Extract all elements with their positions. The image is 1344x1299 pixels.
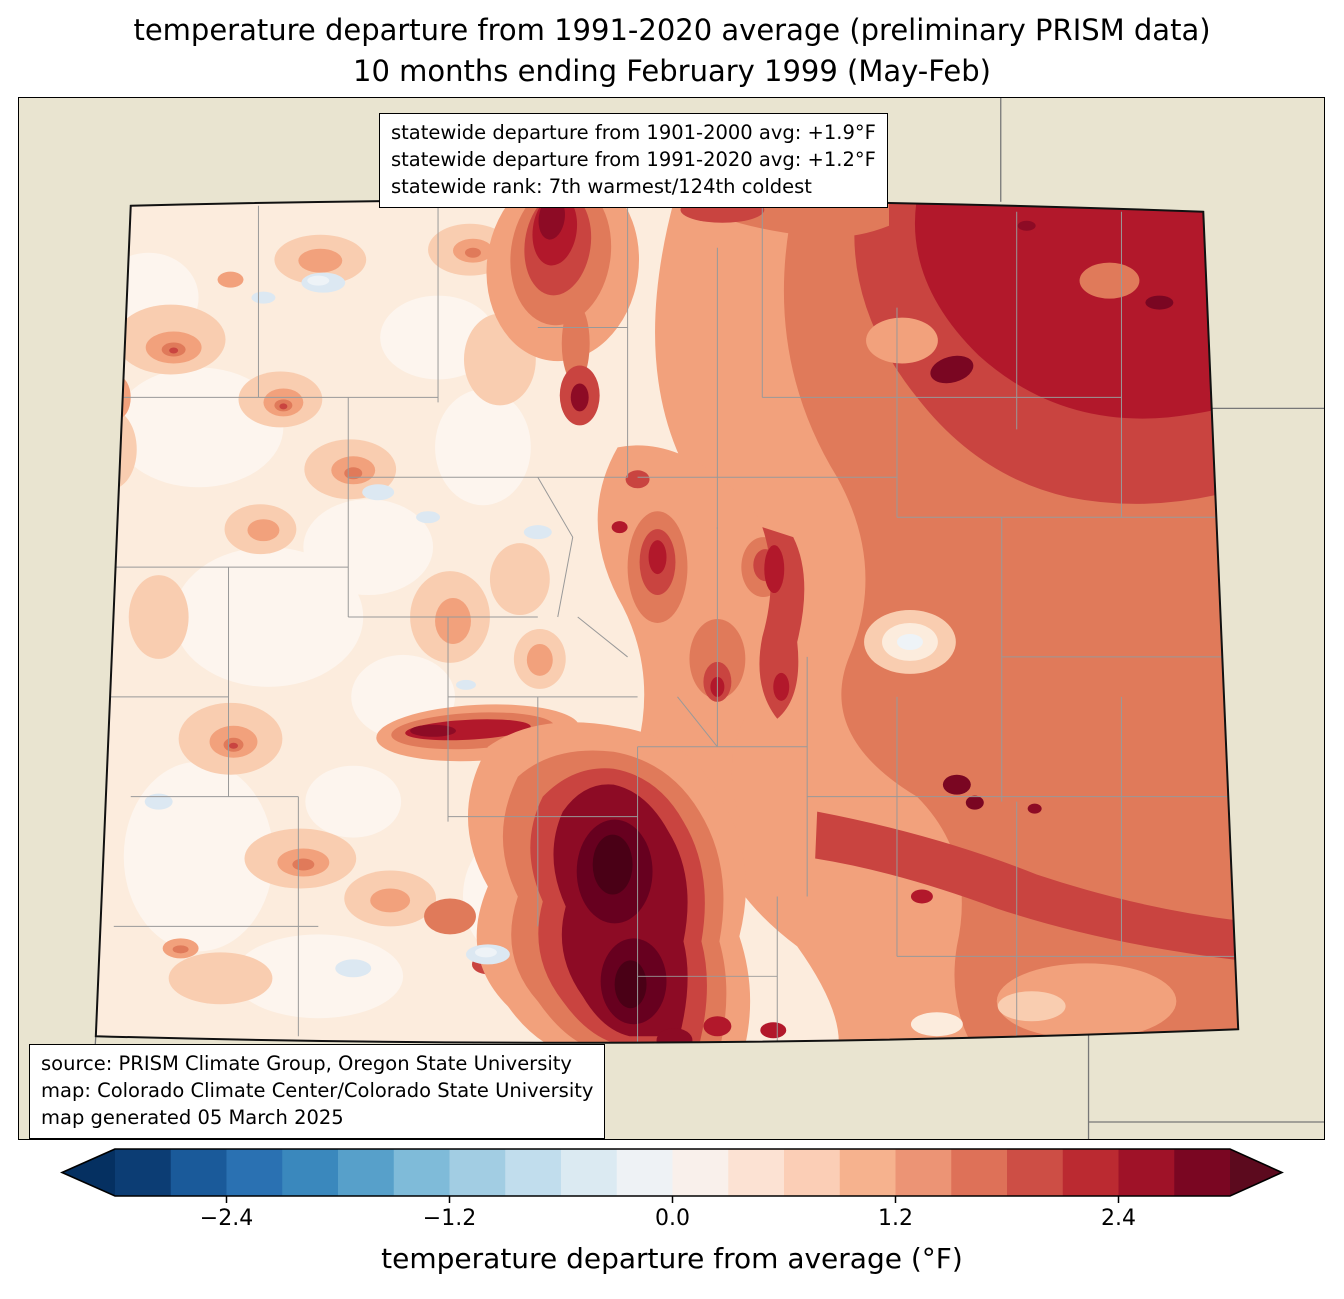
colorbar-segment xyxy=(1007,1149,1064,1196)
colorbar-segment xyxy=(784,1149,841,1196)
colorbar-segment xyxy=(839,1149,897,1196)
southeast-bands xyxy=(815,774,1239,1040)
colorbar-tick-label: 1.2 xyxy=(878,1206,913,1231)
page-title-line1: temperature departure from 1991-2020 ave… xyxy=(133,13,1211,47)
stat-rank: statewide rank: 7th warmest/124th coldes… xyxy=(391,174,812,198)
colorbar-segment xyxy=(115,1149,172,1196)
colorbar-segment xyxy=(505,1149,562,1196)
mideast-white-spot xyxy=(864,610,956,674)
source-line: source: PRISM Climate Group, Oregon Stat… xyxy=(41,1052,572,1075)
colorado-anomaly-map xyxy=(88,98,1324,1139)
colorbar-axis-label: temperature departure from average (°F) xyxy=(381,1242,963,1275)
stat-departure-1901-2000: statewide departure from 1901-2000 avg: … xyxy=(391,121,876,144)
colorbar-segment xyxy=(1174,1149,1231,1196)
colorbar-tick-marks xyxy=(225,1196,1120,1203)
san-luis-dark-mass xyxy=(468,722,787,1043)
contour-fill xyxy=(95,200,1239,1043)
colorbar-tick-label: 0.0 xyxy=(655,1206,690,1231)
colorbar-tick-label: 2.4 xyxy=(1101,1206,1136,1231)
colorbar-segment xyxy=(226,1149,283,1196)
stat-departure-1991-2020: statewide departure from 1991-2020 avg: … xyxy=(391,147,876,171)
colorbar-tick-label: −1.2 xyxy=(422,1206,477,1231)
colorbar-segment xyxy=(616,1149,674,1196)
colorbar-left-arrow xyxy=(62,1149,115,1196)
map-axes-frame: statewide departure from 1901-2000 avg: … xyxy=(18,97,1325,1140)
colorbar-segment xyxy=(338,1149,395,1196)
page-title-line2: 10 months ending February 1999 (May-Feb) xyxy=(353,54,991,88)
generated-date-line: map generated 05 March 2025 xyxy=(41,1105,344,1129)
county-boundaries xyxy=(95,205,1239,1043)
colorbar-outline xyxy=(60,1148,1284,1197)
cool-white-specks xyxy=(307,275,497,958)
colorbar-segment xyxy=(449,1149,506,1196)
colorbar-tick-labels: −2.4 −1.2 0.0 1.2 2.4 xyxy=(60,1206,1284,1234)
colorbar-segment xyxy=(1118,1149,1175,1196)
map-credit-line: map: Colorado Climate Center/Colorado St… xyxy=(41,1078,594,1102)
colorbar-segment xyxy=(170,1149,228,1196)
colorbar-segment xyxy=(728,1149,785,1196)
colorbar-segment xyxy=(561,1149,618,1196)
colorbar-segment xyxy=(1062,1149,1120,1196)
colorbar-segment xyxy=(282,1149,339,1196)
source-credit-box: source: PRISM Climate Group, Oregon Stat… xyxy=(29,1044,606,1139)
west-darker-dots xyxy=(169,347,288,749)
colorbar-segment xyxy=(672,1149,729,1196)
colorbar xyxy=(60,1148,1284,1203)
statewide-stats-box: statewide departure from 1901-2000 avg: … xyxy=(379,113,888,208)
colorbar-segment xyxy=(951,1149,1008,1196)
colorbar-segments xyxy=(115,1149,1231,1196)
colorbar-tick-label: −2.4 xyxy=(199,1206,254,1231)
colorbar-segment xyxy=(393,1149,451,1196)
colorbar-segment xyxy=(895,1149,952,1196)
colorbar-right-arrow xyxy=(1230,1149,1282,1196)
